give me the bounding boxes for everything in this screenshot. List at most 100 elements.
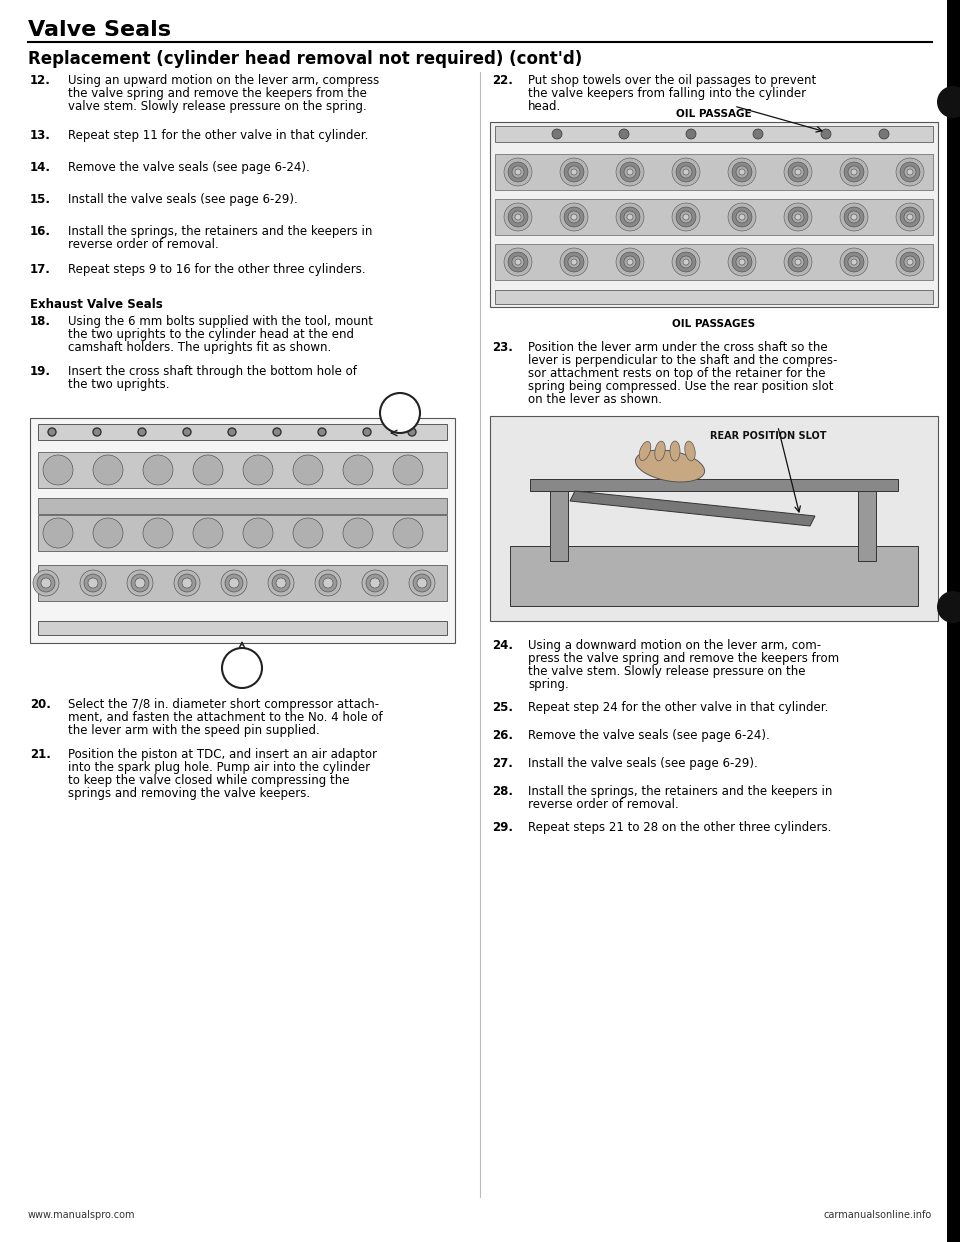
Circle shape <box>879 129 889 139</box>
Circle shape <box>351 527 365 540</box>
Bar <box>38 515 447 551</box>
Circle shape <box>620 161 640 183</box>
Circle shape <box>753 129 763 139</box>
Circle shape <box>293 455 323 484</box>
Circle shape <box>937 591 960 623</box>
Circle shape <box>41 578 51 587</box>
Circle shape <box>568 211 580 224</box>
Circle shape <box>80 570 106 596</box>
Bar <box>30 419 455 643</box>
Text: Using an upward motion on the lever arm, compress: Using an upward motion on the lever arm,… <box>68 75 379 87</box>
Circle shape <box>728 158 756 186</box>
Circle shape <box>784 158 812 186</box>
Text: the lever arm with the speed pin supplied.: the lever arm with the speed pin supplie… <box>68 724 320 737</box>
Circle shape <box>84 574 102 592</box>
Circle shape <box>732 161 752 183</box>
Text: 21.: 21. <box>30 748 51 761</box>
Text: 17.: 17. <box>30 263 51 276</box>
Circle shape <box>788 252 808 272</box>
Circle shape <box>151 527 165 540</box>
Text: on the lever as shown.: on the lever as shown. <box>528 392 662 406</box>
Text: Remove the valve seals (see page 6-24).: Remove the valve seals (see page 6-24). <box>68 161 310 174</box>
Circle shape <box>404 529 412 537</box>
Circle shape <box>101 527 115 540</box>
Circle shape <box>571 214 577 220</box>
Circle shape <box>204 529 212 537</box>
Circle shape <box>127 570 153 596</box>
Circle shape <box>676 252 696 272</box>
Text: B: B <box>236 661 249 679</box>
Circle shape <box>193 518 223 548</box>
Ellipse shape <box>684 441 695 461</box>
Circle shape <box>151 463 165 477</box>
Circle shape <box>840 202 868 231</box>
Text: 12.: 12. <box>30 75 51 87</box>
Circle shape <box>683 169 689 175</box>
Circle shape <box>732 252 752 272</box>
Bar <box>947 0 960 1242</box>
Circle shape <box>268 570 294 596</box>
Bar <box>495 154 933 190</box>
Circle shape <box>619 129 629 139</box>
Circle shape <box>560 248 588 276</box>
Circle shape <box>821 129 831 139</box>
Circle shape <box>795 169 801 175</box>
Circle shape <box>732 207 752 227</box>
Circle shape <box>304 466 312 474</box>
Ellipse shape <box>636 450 705 482</box>
Circle shape <box>788 161 808 183</box>
Circle shape <box>182 578 192 587</box>
Circle shape <box>624 211 636 224</box>
Text: 24.: 24. <box>492 638 513 652</box>
Circle shape <box>736 166 748 178</box>
Circle shape <box>201 463 215 477</box>
Circle shape <box>37 574 55 592</box>
Circle shape <box>225 574 243 592</box>
Text: the valve keepers from falling into the cylinder: the valve keepers from falling into the … <box>528 87 806 101</box>
Circle shape <box>154 529 162 537</box>
Text: carmanualsonline.info: carmanualsonline.info <box>824 1210 932 1220</box>
Text: press the valve spring and remove the keepers from: press the valve spring and remove the ke… <box>528 652 839 664</box>
Circle shape <box>624 166 636 178</box>
Text: 13.: 13. <box>30 129 51 142</box>
Circle shape <box>143 455 173 484</box>
Circle shape <box>93 518 123 548</box>
Text: www.manualspro.com: www.manualspro.com <box>28 1210 135 1220</box>
Circle shape <box>93 428 101 436</box>
Circle shape <box>315 570 341 596</box>
Circle shape <box>243 518 273 548</box>
Text: the two uprights to the cylinder head at the end: the two uprights to the cylinder head at… <box>68 328 354 342</box>
Circle shape <box>896 248 924 276</box>
Bar <box>510 546 918 606</box>
Text: 28.: 28. <box>492 785 513 799</box>
Circle shape <box>840 158 868 186</box>
Circle shape <box>273 428 281 436</box>
Circle shape <box>937 86 960 118</box>
Text: 29.: 29. <box>492 821 513 833</box>
Circle shape <box>512 211 524 224</box>
Circle shape <box>193 455 223 484</box>
Circle shape <box>370 578 380 587</box>
Circle shape <box>409 570 435 596</box>
Circle shape <box>512 166 524 178</box>
Circle shape <box>408 428 416 436</box>
Circle shape <box>343 455 373 484</box>
Circle shape <box>739 169 745 175</box>
Text: the valve stem. Slowly release pressure on the: the valve stem. Slowly release pressure … <box>528 664 805 678</box>
Circle shape <box>183 428 191 436</box>
Circle shape <box>739 214 745 220</box>
Circle shape <box>736 256 748 268</box>
Text: 19.: 19. <box>30 365 51 378</box>
Circle shape <box>174 570 200 596</box>
Bar <box>858 481 876 561</box>
Circle shape <box>907 214 913 220</box>
Circle shape <box>204 466 212 474</box>
Circle shape <box>393 455 423 484</box>
Circle shape <box>401 463 415 477</box>
Text: Repeat step 24 for the other valve in that cylinder.: Repeat step 24 for the other valve in th… <box>528 700 828 714</box>
Circle shape <box>616 202 644 231</box>
Circle shape <box>680 211 692 224</box>
Circle shape <box>680 256 692 268</box>
Circle shape <box>564 207 584 227</box>
Circle shape <box>33 570 59 596</box>
